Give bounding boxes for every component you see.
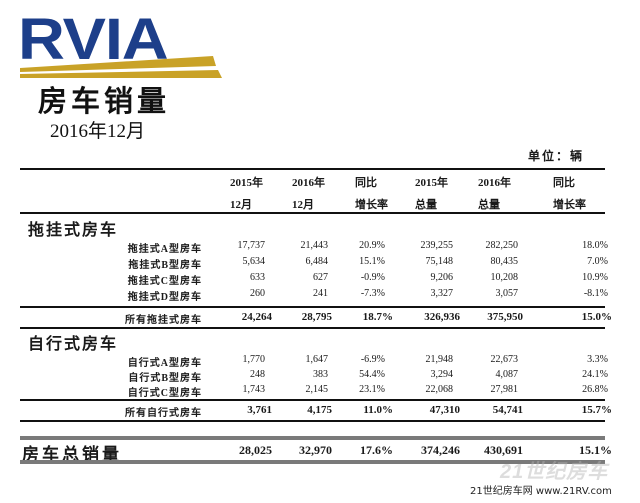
row-label: 拖挂式D型房车 <box>127 292 202 303</box>
total-top-rule <box>20 436 605 440</box>
col-header-6: 同比 增长率 <box>553 177 586 211</box>
col-header-2: 2016年 12月 <box>292 177 325 211</box>
table-row: 拖挂式C型房车 633 627 -0.9% 9,206 10,208 10.9% <box>127 272 608 287</box>
credit-text: 21世纪房车网 www.21RV.com <box>470 486 612 497</box>
table-row: 拖挂式A型房车 17,737 21,443 20.9% 239,255 282,… <box>127 240 608 255</box>
subtotal-row-motorized: 所有自行式房车 3,761 4,175 11.0% 47,310 54,741 … <box>125 404 612 419</box>
section-rule <box>20 327 605 329</box>
total-row: 房车总销量 28,025 32,970 17.6% 374,246 430,69… <box>0 443 640 464</box>
top-rule <box>20 168 605 170</box>
section-rule <box>20 306 605 308</box>
table-row: 自行式C型房车 1,743 2,145 23.1% 22,068 27,981 … <box>127 384 608 399</box>
row-label: 自行式C型房车 <box>127 388 202 399</box>
table-row: 拖挂式B型房车 5,634 6,484 15.1% 75,148 80,435 … <box>128 256 608 271</box>
logo-text: RVIA <box>18 7 169 72</box>
row-label: 拖挂式B型房车 <box>128 260 202 271</box>
watermark: 21世纪房车 <box>500 461 609 483</box>
header-bottom-rule <box>20 212 605 214</box>
section-rule <box>20 399 605 401</box>
row-label: 所有拖挂式房车 <box>125 315 202 326</box>
table-row: 拖挂式D型房车 260 241 -7.3% 3,327 3,057 -8.1% <box>127 288 608 303</box>
col-header-5: 2016年 总量 <box>478 177 511 211</box>
unit-label: 单位：辆 <box>528 149 585 163</box>
section-title-towable: 拖挂式房车 <box>28 222 119 239</box>
row-label: 自行式A型房车 <box>127 358 202 369</box>
row-label: 自行式B型房车 <box>128 373 202 384</box>
row-label: 拖挂式C型房车 <box>127 276 202 287</box>
col-header-4: 2015年 总量 <box>415 177 448 211</box>
col-header-3: 同比 增长率 <box>355 177 388 211</box>
section-rule <box>20 420 605 422</box>
table-row: 自行式B型房车 248 383 54.4% 3,294 4,087 24.1% <box>128 369 608 384</box>
page-subtitle: 2016年12月 <box>50 121 146 142</box>
row-label: 所有自行式房车 <box>125 408 202 419</box>
row-label: 拖挂式A型房车 <box>127 244 202 255</box>
section-title-motorized: 自行式房车 <box>28 336 119 353</box>
logo-swoosh-icon <box>20 56 222 78</box>
col-header-1: 2015年 12月 <box>230 177 263 211</box>
rvia-logo: RVIA <box>18 7 223 80</box>
table-row: 自行式A型房车 1,770 1,647 -6.9% 21,948 22,673 … <box>127 354 608 369</box>
total-bottom-rule <box>20 460 605 464</box>
total-label: 房车总销量 <box>22 445 122 464</box>
subtotal-row-towable: 所有拖挂式房车 24,264 28,795 18.7% 326,936 375,… <box>125 311 612 326</box>
page-title: 房车销量 <box>38 86 171 118</box>
